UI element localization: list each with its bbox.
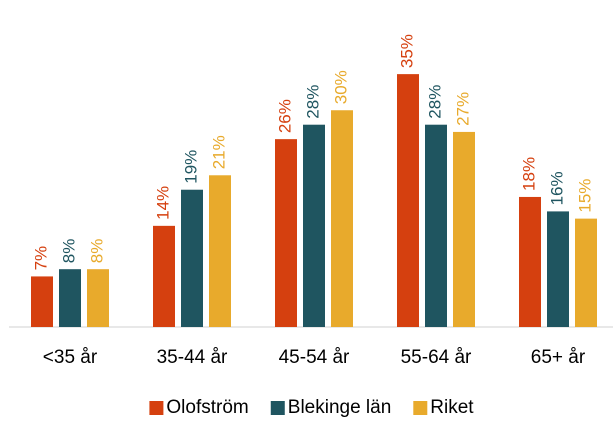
x-tick-label: 55-64 år: [401, 347, 472, 368]
bar: [547, 211, 569, 327]
data-label: 14%: [153, 186, 172, 220]
legend-label: Blekinge län: [288, 397, 392, 418]
legend-label: Riket: [430, 397, 474, 418]
legend-swatch: [413, 401, 428, 415]
data-label: 16%: [547, 171, 566, 205]
x-tick-label: 65+ år: [531, 347, 586, 368]
data-label: 8%: [59, 239, 78, 264]
x-tick-label: <35 år: [43, 347, 98, 368]
bar: [425, 124, 447, 327]
bar: [31, 276, 53, 327]
bar: [209, 175, 231, 327]
data-label: 7%: [31, 246, 50, 271]
data-label: 21%: [209, 135, 228, 169]
bar: [59, 269, 81, 327]
data-label: 27%: [453, 92, 472, 126]
bar: [153, 225, 175, 327]
data-label: 15%: [575, 179, 594, 213]
legend: Olofström Blekinge län Riket: [149, 397, 474, 418]
x-tick-label: 35-44 år: [157, 347, 228, 368]
x-tick-label: 45-54 år: [279, 347, 350, 368]
data-label: 26%: [275, 99, 294, 133]
data-label: 28%: [303, 85, 322, 119]
bar: [87, 269, 109, 327]
bar: [275, 139, 297, 327]
bar: [519, 196, 541, 327]
legend-swatch: [270, 401, 285, 415]
data-label: 35%: [397, 34, 416, 68]
data-label: 18%: [519, 157, 538, 191]
data-label: 28%: [425, 85, 444, 119]
data-label: 30%: [331, 70, 350, 104]
bar: [575, 218, 597, 327]
bar: [331, 110, 353, 327]
bar: [397, 74, 419, 327]
legend-label: Olofström: [166, 397, 248, 418]
bar: [453, 131, 475, 327]
bar: [181, 189, 203, 327]
legend-swatch: [149, 401, 164, 415]
bar: [303, 124, 325, 327]
data-label: 8%: [87, 239, 106, 264]
data-label: 19%: [181, 150, 200, 184]
